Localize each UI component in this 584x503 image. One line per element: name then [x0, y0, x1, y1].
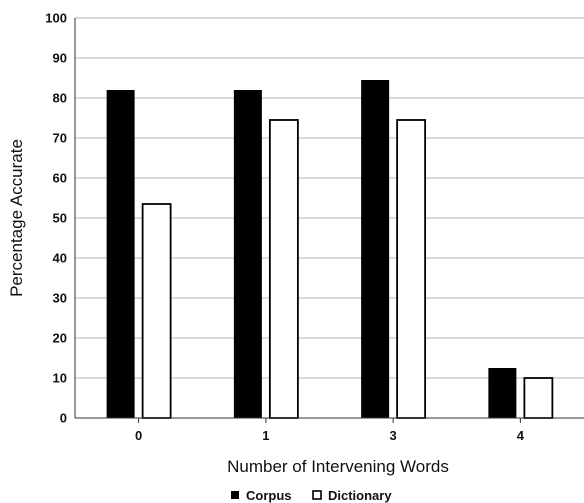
bar-dictionary-0 — [141, 203, 172, 419]
legend-label-corpus: Corpus — [246, 488, 292, 503]
y-tick-label: 70 — [53, 131, 67, 146]
bar-dictionary-4 — [523, 377, 554, 419]
y-tick-label: 80 — [53, 91, 67, 106]
legend: Corpus Dictionary — [231, 488, 392, 503]
bars — [106, 80, 554, 419]
bar-corpus-3 — [361, 80, 390, 418]
y-tick-label: 50 — [53, 211, 67, 226]
y-tick-label: 20 — [53, 331, 67, 346]
x-tick-label: 4 — [517, 428, 525, 443]
y-tick-label: 0 — [60, 411, 67, 426]
y-axis-title: Percentage Accurate — [7, 139, 26, 297]
legend-swatch-corpus — [231, 491, 239, 499]
legend-swatch-dictionary — [312, 490, 322, 500]
bar-corpus-1 — [233, 90, 262, 418]
y-tick-label: 30 — [53, 291, 67, 306]
y-tick-label: 40 — [53, 251, 67, 266]
x-tick-label: 1 — [262, 428, 269, 443]
x-tick-label: 0 — [135, 428, 142, 443]
bar-dictionary-3 — [396, 119, 427, 419]
y-tick-labels: 0 10 20 30 40 50 60 70 80 90 100 — [45, 11, 67, 426]
bar-dictionary-1 — [268, 119, 299, 419]
x-tick-labels: 0 1 3 4 — [135, 418, 525, 443]
y-tick-label: 90 — [53, 51, 67, 66]
x-axis-title: Number of Intervening Words — [227, 457, 449, 476]
y-tick-label: 100 — [45, 11, 67, 26]
x-tick-label: 3 — [390, 428, 397, 443]
y-tick-label: 10 — [53, 371, 67, 386]
bar-corpus-0 — [106, 90, 135, 418]
legend-label-dictionary: Dictionary — [328, 488, 392, 503]
bar-corpus-4 — [488, 368, 517, 418]
y-tick-label: 60 — [53, 171, 67, 186]
